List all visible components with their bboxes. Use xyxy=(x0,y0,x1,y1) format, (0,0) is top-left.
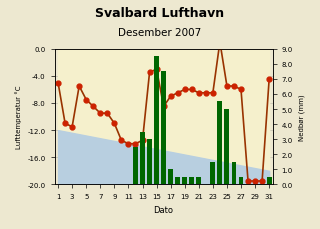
Text: Svalbard Lufthavn: Svalbard Lufthavn xyxy=(95,7,225,20)
Bar xyxy=(217,102,222,185)
Bar xyxy=(168,170,173,185)
X-axis label: Dato: Dato xyxy=(154,205,174,214)
Bar xyxy=(189,177,194,185)
Bar xyxy=(175,177,180,185)
Y-axis label: Lufttemperatur °C: Lufttemperatur °C xyxy=(15,85,22,149)
Bar xyxy=(267,177,272,185)
Bar xyxy=(196,177,201,185)
Y-axis label: Nedbør (mm): Nedbør (mm) xyxy=(299,94,305,140)
Text: Desember 2007: Desember 2007 xyxy=(118,27,202,37)
Bar xyxy=(231,162,236,185)
Bar xyxy=(224,109,229,185)
Bar xyxy=(154,57,159,185)
Bar xyxy=(161,72,166,185)
Bar xyxy=(140,132,145,185)
Bar xyxy=(133,147,138,185)
Bar xyxy=(238,177,244,185)
Bar xyxy=(210,162,215,185)
Bar xyxy=(147,139,152,185)
Bar xyxy=(182,177,187,185)
